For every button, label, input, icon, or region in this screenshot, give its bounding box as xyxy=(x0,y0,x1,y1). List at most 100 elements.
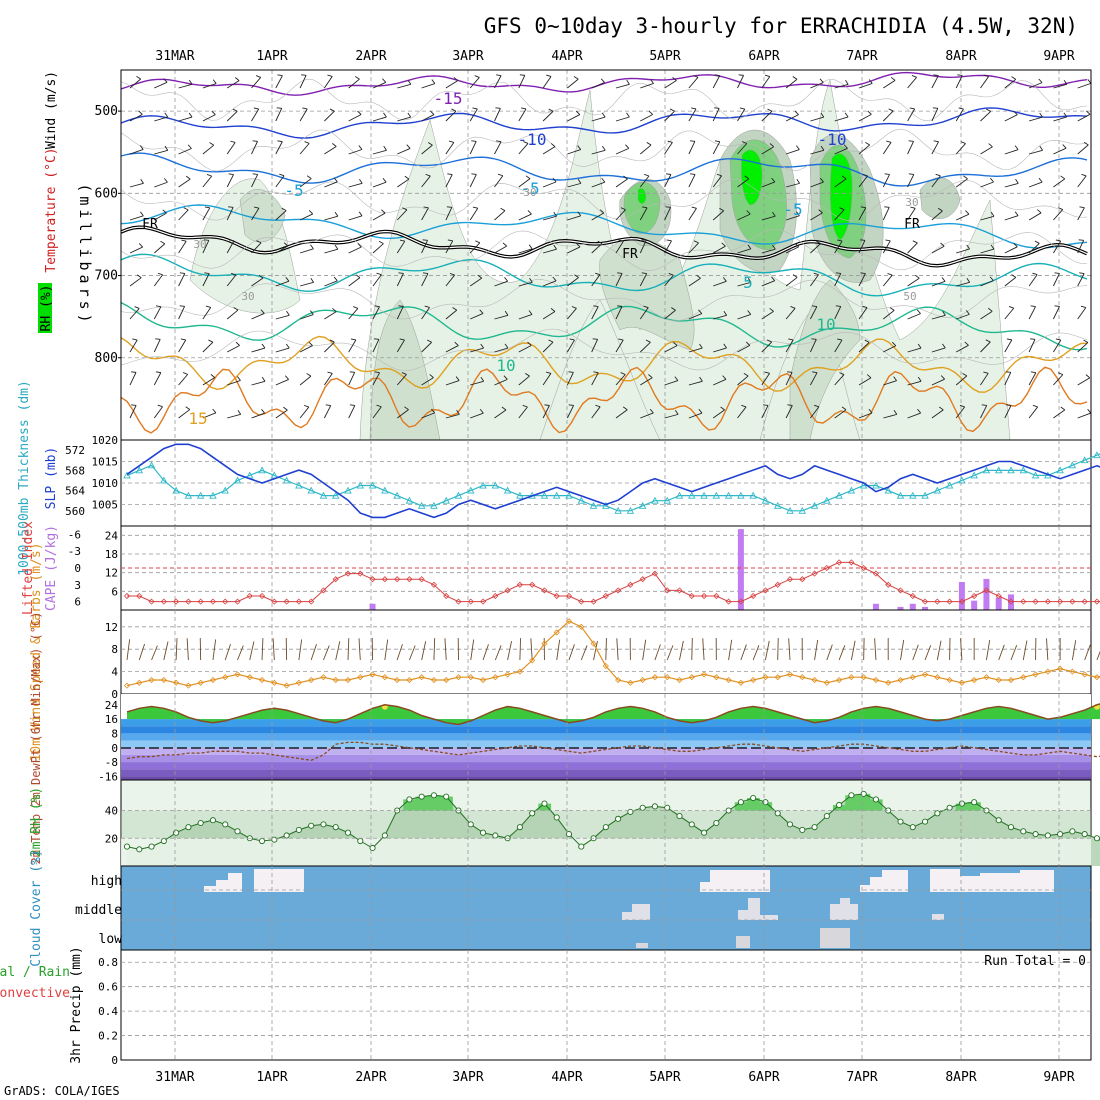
wind-point xyxy=(443,676,450,684)
li-point xyxy=(504,587,511,594)
wind-barb xyxy=(752,645,760,661)
wind-point xyxy=(467,674,474,681)
thickness-point xyxy=(479,481,487,489)
li-point xyxy=(995,592,1002,600)
wind-barb xyxy=(1046,638,1049,661)
thickness-point xyxy=(737,491,745,499)
rh-point xyxy=(664,804,671,811)
li-point xyxy=(136,592,143,600)
cloud-high-block xyxy=(1020,870,1054,892)
wind-point xyxy=(786,671,794,678)
wind-barb xyxy=(323,645,330,661)
rh-point xyxy=(799,826,806,833)
rh-point xyxy=(295,826,302,833)
thickness-point xyxy=(160,476,168,484)
wind-point xyxy=(934,674,941,681)
rh-point xyxy=(344,829,352,836)
wind-point xyxy=(750,676,757,684)
thickness-point xyxy=(135,466,144,474)
thickness-point xyxy=(1056,466,1064,474)
thickness-point xyxy=(307,486,315,494)
wind-point xyxy=(700,671,708,678)
wind-point xyxy=(590,640,597,647)
freezing-label-1: FR xyxy=(622,247,638,262)
wind-point xyxy=(357,674,364,681)
rh-point xyxy=(909,824,916,831)
wind-point xyxy=(344,676,352,684)
rh-point xyxy=(1069,828,1076,835)
li-point xyxy=(983,587,990,594)
cloud-mid-block xyxy=(932,914,944,920)
rh-point xyxy=(615,815,622,822)
rh-point xyxy=(1057,831,1064,838)
thickness-point xyxy=(933,486,942,494)
wind-barb xyxy=(310,644,317,661)
li-point xyxy=(381,576,388,583)
rh-point xyxy=(774,810,781,817)
thickness-point xyxy=(970,471,978,479)
temp-tick: -16 xyxy=(98,770,118,783)
slp-tick: 1010 xyxy=(92,477,119,490)
precip-tick: 0.6 xyxy=(98,981,118,994)
rh-point xyxy=(934,810,941,817)
rh-high xyxy=(968,802,981,811)
thickness-point xyxy=(663,496,671,504)
rh-point xyxy=(259,837,266,845)
wind-point xyxy=(136,679,143,686)
temp-contour-label-2: -10 xyxy=(818,130,847,149)
cloud-mid-block xyxy=(738,910,750,920)
thickness-ylabel: 1000-500mb Thickness (dm) xyxy=(17,380,32,576)
temp-contour-5 xyxy=(120,301,1088,351)
temp-contour-3 xyxy=(120,204,1088,249)
wind-barb xyxy=(616,638,619,661)
temp-contour-1 xyxy=(120,107,1088,139)
rh-point xyxy=(173,829,180,836)
rh-shade-6 xyxy=(789,279,861,441)
li-point xyxy=(971,592,978,600)
rh-point xyxy=(578,843,585,850)
rh-point xyxy=(209,817,216,824)
rh-point xyxy=(651,803,658,810)
li-point xyxy=(590,598,597,605)
temp-band-6 xyxy=(121,754,1091,763)
cape-tick: 12 xyxy=(105,567,118,580)
li-point xyxy=(823,564,830,572)
wind-point xyxy=(565,618,573,625)
wind-barb xyxy=(212,639,217,661)
rh-point xyxy=(922,818,929,825)
date-top-1: 1APR xyxy=(256,49,287,64)
li-point xyxy=(885,581,892,588)
rh-tick: 40 xyxy=(105,805,118,818)
rh-point xyxy=(713,819,720,827)
wind-point xyxy=(1069,668,1076,675)
wind-barb xyxy=(272,638,275,661)
wind-point xyxy=(1081,671,1088,678)
thickness-point xyxy=(540,491,549,499)
date-top-9: 9APR xyxy=(1043,49,1074,64)
wind-barb xyxy=(494,645,502,661)
wind-point xyxy=(971,676,978,684)
li-point xyxy=(185,598,192,605)
rh-contour-label-2: 30 xyxy=(523,186,536,199)
wind-barb xyxy=(666,645,674,661)
wind-point xyxy=(836,676,843,684)
wind-barb xyxy=(788,638,791,661)
cape-tick: 24 xyxy=(105,529,119,542)
wind-point xyxy=(1020,674,1027,681)
li-point xyxy=(209,598,217,605)
temp-band-1 xyxy=(121,719,1091,727)
wind-barb xyxy=(850,640,856,661)
wind-point xyxy=(627,679,634,686)
thickness-point xyxy=(1080,456,1089,464)
wind-point xyxy=(823,679,830,686)
freezing-label-0: FR xyxy=(142,217,158,232)
wind-barb xyxy=(814,639,819,661)
thickness-point xyxy=(884,486,892,494)
rh-point xyxy=(1044,832,1051,839)
rh-point xyxy=(750,794,757,802)
thickness-point xyxy=(1019,466,1028,474)
rh-high xyxy=(759,802,773,811)
wind-point xyxy=(160,676,167,684)
rh-point xyxy=(737,799,744,806)
temp-tick: 8 xyxy=(111,727,118,740)
